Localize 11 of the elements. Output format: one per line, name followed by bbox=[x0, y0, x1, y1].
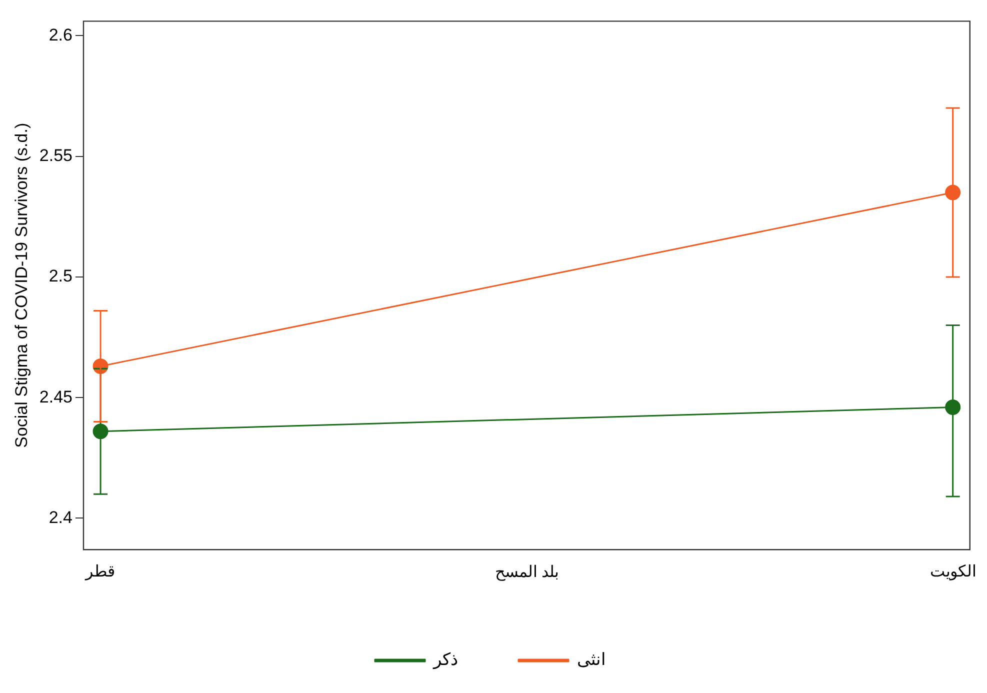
y-tick-label: 2.4 bbox=[48, 508, 72, 527]
legend-label: ذكر bbox=[432, 650, 458, 670]
y-tick-label: 2.45 bbox=[39, 387, 72, 406]
x-tick-label: قطر bbox=[84, 564, 116, 581]
y-tick-label: 2.55 bbox=[39, 146, 72, 166]
x-tick-label: الكويت bbox=[930, 564, 976, 581]
x-axis-title: بلد المسح bbox=[494, 564, 558, 581]
y-tick-label: 2.5 bbox=[48, 266, 72, 286]
y-tick-label: 2.6 bbox=[48, 25, 72, 44]
legend-label: انثى bbox=[577, 650, 606, 670]
y-axis-title: Social Stigma of COVID-19 Survivors (s.d.) bbox=[12, 122, 31, 448]
